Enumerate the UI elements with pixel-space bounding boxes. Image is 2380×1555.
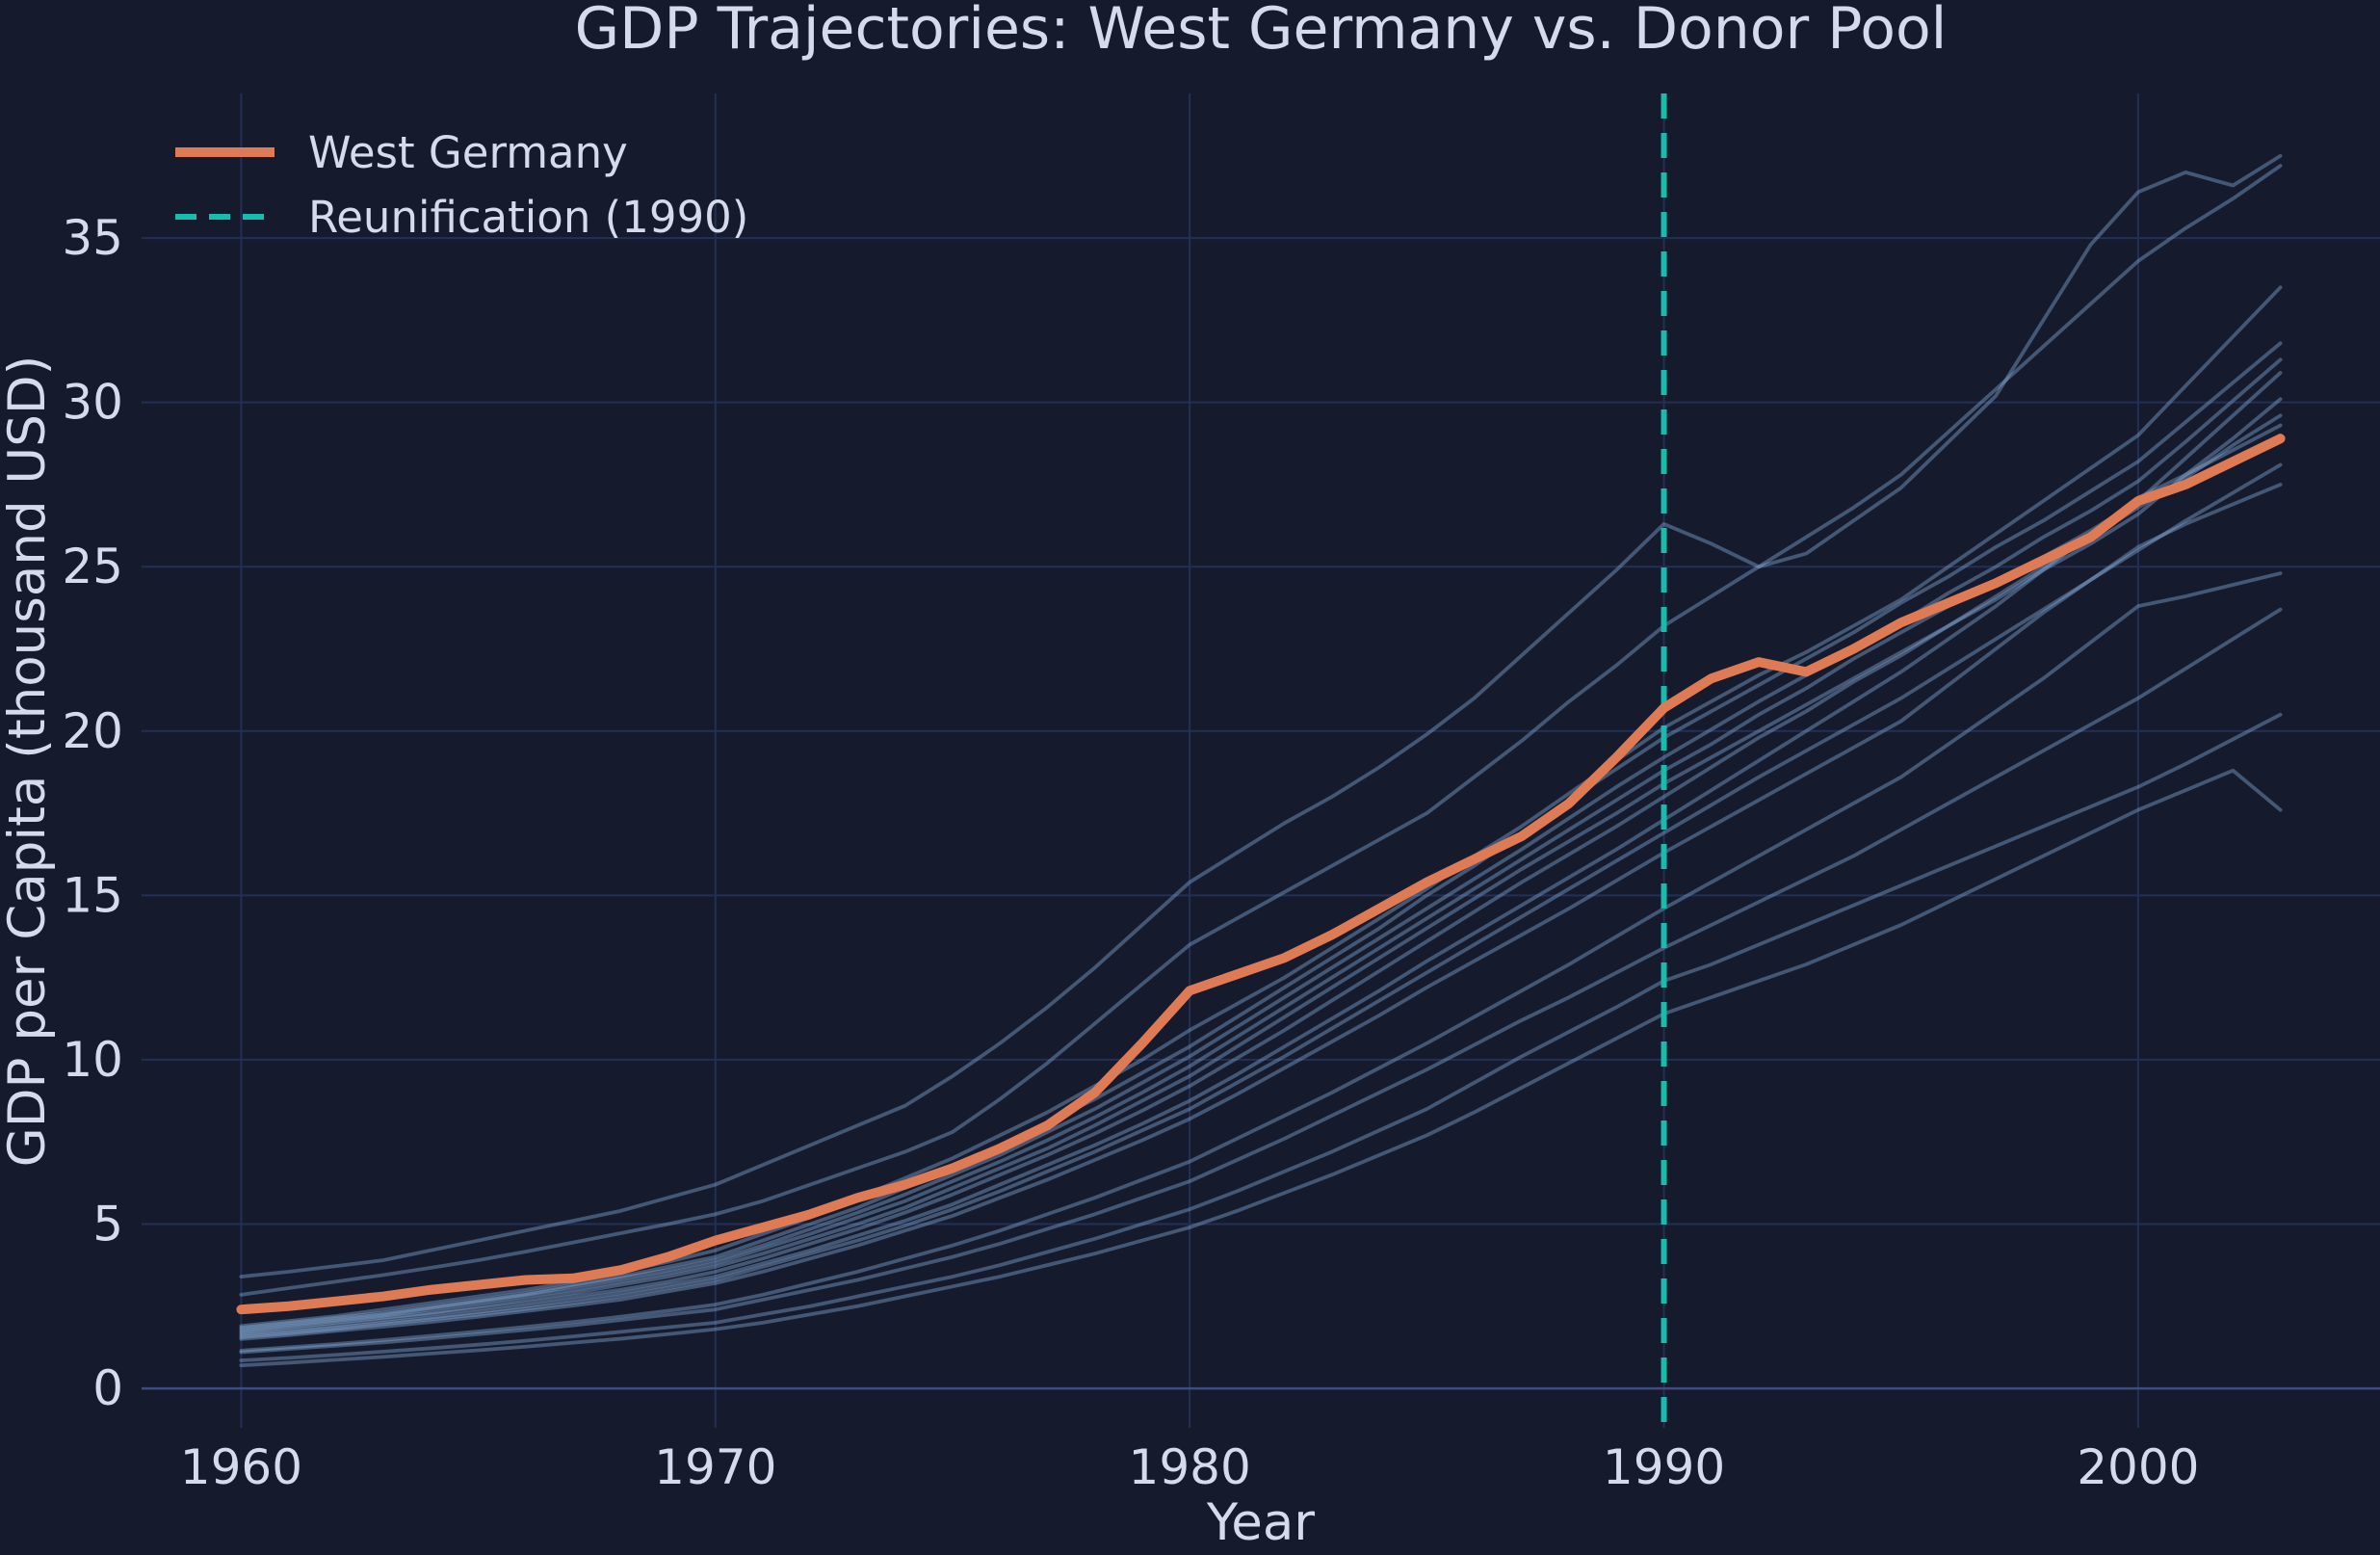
y-tick-label-25: 25 [62, 539, 123, 594]
y-tick-label-10: 10 [62, 1032, 123, 1088]
y-tick-label-5: 5 [92, 1196, 123, 1252]
x-tick-label-1980: 1980 [1129, 1439, 1251, 1495]
donor-line [239, 423, 2283, 1338]
west-germany-line [236, 434, 2286, 1315]
donor-line [239, 607, 2283, 1355]
y-tick-label-30: 30 [62, 375, 123, 431]
legend-reunification-label: Reunification (1990) [308, 192, 748, 243]
x-axis-label: Year [1206, 1493, 1315, 1552]
x-tick-label-1990: 1990 [1603, 1439, 1725, 1495]
donor-line [239, 571, 2283, 1353]
legend-west-germany-label: West Germany [308, 127, 628, 178]
donor-line [239, 712, 2283, 1362]
y-tick-label-20: 20 [62, 703, 123, 759]
donor-line [239, 462, 2283, 1340]
y-tick-label-0: 0 [92, 1360, 123, 1416]
chart-title: GDP Trajectories: West Germany vs. Donor… [575, 0, 1948, 63]
grid-lines [142, 93, 2380, 1428]
donor-line [239, 483, 2283, 1341]
donor-line [239, 341, 2283, 1330]
x-tick-label-2000: 2000 [2077, 1439, 2199, 1495]
donor-line [239, 153, 2283, 1278]
west-germany-line-layer [236, 434, 2286, 1315]
y-axis-label: GDP per Capita (thousand USD) [0, 356, 57, 1168]
donor-line [239, 413, 2283, 1336]
tick-labels: 0 5 10 15 20 25 30 35 1960 1970 1980 1990 2000 [62, 210, 2199, 1495]
y-tick-label-15: 15 [62, 867, 123, 923]
legend: West Germany Reunification (1990) [175, 127, 748, 243]
donor-line [239, 397, 2283, 1334]
x-tick-label-1970: 1970 [654, 1439, 776, 1495]
donor-line [239, 164, 2283, 1297]
y-tick-label-35: 35 [62, 210, 123, 266]
donor-line [239, 357, 2283, 1331]
donor-line [239, 768, 2283, 1368]
x-tick-label-1960: 1960 [180, 1439, 302, 1495]
